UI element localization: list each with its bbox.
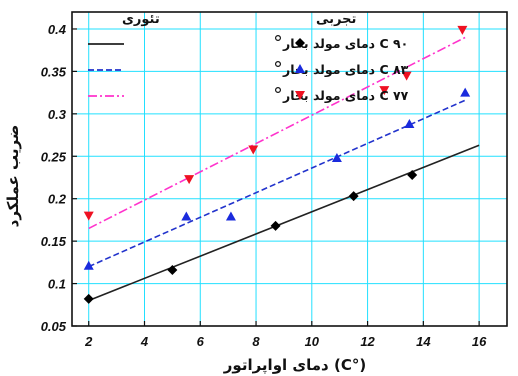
series-0-point-4 bbox=[407, 169, 418, 180]
y-tick-label-7: 0.4 bbox=[48, 22, 67, 37]
series-2-point-5 bbox=[457, 25, 468, 35]
series-2-point-3 bbox=[379, 86, 390, 96]
series-2-theory-line bbox=[88, 36, 466, 230]
legend-entry-1: C ۸۳ دمای مولد بخار bbox=[282, 62, 409, 77]
series-1-point-2 bbox=[225, 211, 236, 221]
series-1 bbox=[83, 87, 471, 270]
series-0-theory-line bbox=[88, 144, 480, 302]
y-tick-label-4: 0.25 bbox=[41, 149, 67, 164]
series-2-point-1 bbox=[184, 175, 195, 185]
series-2-point-2 bbox=[248, 145, 259, 155]
series-1-theory-line bbox=[88, 99, 466, 268]
x-axis-label: (°C) دمای اواپراتور bbox=[223, 356, 366, 375]
series-0-point-3 bbox=[348, 191, 359, 202]
series-1-point-4 bbox=[404, 119, 415, 129]
series-1-point-0 bbox=[83, 260, 94, 270]
x-tick-label-6: 14 bbox=[416, 334, 431, 349]
x-tick-label-1: 4 bbox=[140, 334, 149, 349]
series-2-point-4 bbox=[401, 71, 412, 81]
legend-degree-mark-2 bbox=[275, 86, 282, 93]
y-tick-label-2: 0.15 bbox=[41, 234, 67, 249]
y-tick-label-0: 0.05 bbox=[41, 319, 67, 334]
y-tick-label-5: 0.3 bbox=[48, 107, 67, 122]
x-tick-label-0: 2 bbox=[84, 334, 93, 349]
series-0-point-1 bbox=[167, 264, 178, 275]
legend-degree-mark-1 bbox=[275, 60, 282, 67]
series-2 bbox=[83, 25, 468, 230]
legend-marker-1 bbox=[295, 64, 305, 73]
x-tick-label-7: 16 bbox=[472, 334, 487, 349]
legend-marker-2 bbox=[295, 91, 305, 100]
series-2-point-0 bbox=[83, 211, 94, 221]
x-tick-label-3: 8 bbox=[252, 334, 260, 349]
x-tick-label-4: 10 bbox=[305, 334, 320, 349]
series-1-point-5 bbox=[460, 87, 471, 97]
x-tick-label-2: 6 bbox=[197, 334, 205, 349]
legend-marker-0 bbox=[295, 38, 305, 48]
legend: تئوری تجربی C ۹۰ دمای مولد بخار C ۸۳ دمای م… bbox=[88, 12, 409, 103]
y-tick-label-3: 0.2 bbox=[48, 192, 67, 207]
legend-theory-label: تئوری bbox=[122, 12, 160, 27]
plot-frame bbox=[71, 11, 508, 327]
legend-degree-mark-0 bbox=[275, 34, 282, 41]
series-0 bbox=[83, 144, 480, 304]
legend-experiment-label: تجربی bbox=[316, 12, 356, 27]
legend-entry-2: C ۷۷ دمای مولد بخار bbox=[282, 88, 409, 103]
series-layer bbox=[83, 25, 480, 304]
ticks: 2 4 6 8 10 12 14 16 0.05 0.1 0.15 0.2 0.25 0.3 0.35 0.4 bbox=[41, 22, 487, 349]
series-1-point-1 bbox=[181, 211, 192, 221]
x-tick-label-5: 12 bbox=[360, 334, 375, 349]
series-1-point-3 bbox=[331, 152, 342, 162]
y-tick-label-6: 0.35 bbox=[41, 64, 67, 79]
y-axis-label: ضریب عملکرد bbox=[4, 125, 22, 228]
series-0-point-0 bbox=[83, 293, 94, 304]
legend-entry-0: C ۹۰ دمای مولد بخار bbox=[282, 36, 408, 51]
series-0-point-2 bbox=[270, 220, 281, 231]
y-tick-label-1: 0.1 bbox=[48, 277, 66, 292]
